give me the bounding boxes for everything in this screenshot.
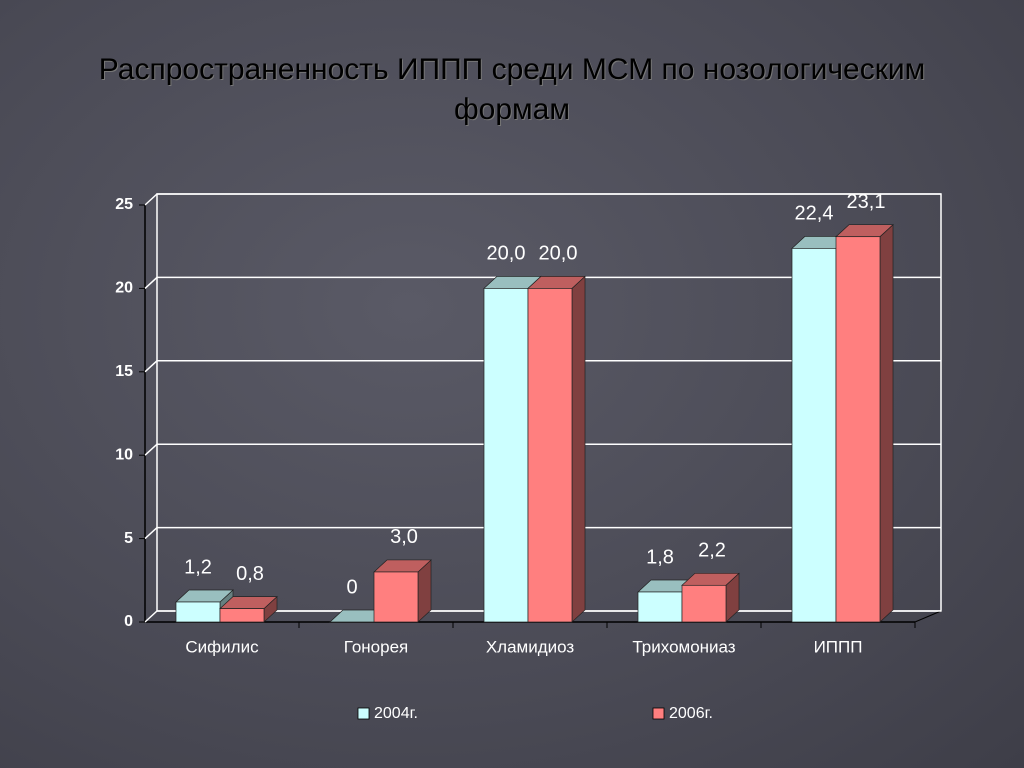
- grid-line: [144, 193, 941, 206]
- legend-label: 2006г.: [669, 705, 713, 722]
- x-tick-label: Гонорея: [344, 637, 408, 656]
- bar: [219, 608, 265, 623]
- value-label: 20,0: [539, 243, 578, 265]
- legend-label: 2004г.: [374, 705, 418, 722]
- value-label: 0: [346, 576, 357, 598]
- bar-side: [879, 223, 894, 623]
- grid-line: [144, 443, 941, 456]
- y-tick-label: 10: [115, 446, 133, 463]
- x-tick-label: ИППП: [814, 637, 863, 656]
- bar: [637, 591, 683, 623]
- value-label: 1,2: [184, 556, 212, 578]
- legend-swatch: [652, 707, 665, 720]
- value-label: 3,0: [390, 526, 418, 548]
- x-tick-label: Сифилис: [185, 637, 259, 656]
- y-tick-label: 15: [115, 363, 133, 380]
- chart-title: Распространенность ИППП среди МСМ по ноз…: [98, 53, 926, 126]
- value-label: 0,8: [236, 563, 264, 585]
- legend-swatch: [357, 707, 370, 720]
- x-tick-label: Трихомониаз: [632, 637, 735, 656]
- bar: [527, 288, 573, 623]
- bar: [373, 571, 419, 623]
- bar: [175, 601, 221, 623]
- x-tick-label: Хламидиоз: [486, 637, 575, 656]
- value-label: 2,2: [698, 540, 726, 562]
- bar: [483, 288, 529, 623]
- value-label: 23,1: [847, 191, 886, 213]
- grid-line: [144, 526, 941, 540]
- bar: [791, 248, 837, 623]
- y-tick-label: 0: [124, 613, 133, 630]
- bar: [835, 236, 881, 623]
- bar: [681, 584, 727, 623]
- y-tick-label: 5: [124, 530, 133, 547]
- value-label: 1,8: [646, 546, 674, 568]
- grid-line: [144, 360, 941, 373]
- bar-side: [571, 275, 586, 623]
- grid-line: [144, 276, 941, 289]
- y-tick-label: 25: [115, 196, 133, 213]
- value-label: 22,4: [795, 203, 834, 225]
- y-tick-label: 20: [115, 280, 133, 297]
- value-label: 20,0: [487, 243, 526, 265]
